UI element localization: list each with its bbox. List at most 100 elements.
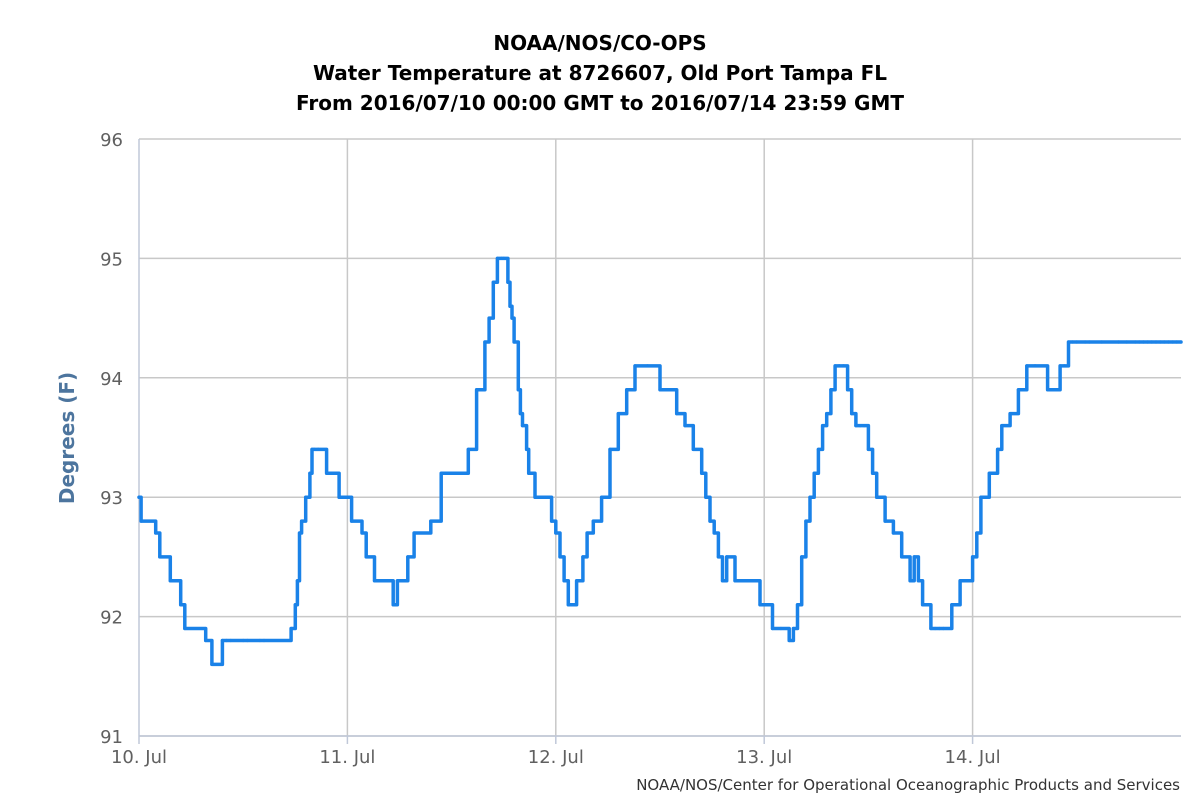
data-point: [220, 638, 224, 643]
x-axis-tick-labels: 10. Jul 11. Jul 12. Jul 13. Jul 14. Jul: [111, 747, 1001, 768]
x-tick-label-1: 11. Jul: [319, 747, 375, 768]
data-point: [1016, 388, 1021, 392]
data-point: [1054, 388, 1058, 392]
data-point: [508, 304, 512, 308]
data-point: [675, 412, 679, 416]
data-point: [725, 555, 729, 559]
x-tick-label-2: 12. Jul: [528, 747, 584, 768]
data-point: [1125, 340, 1129, 344]
data-point: [1083, 340, 1087, 344]
data-point: [258, 638, 262, 643]
y-tick-label-91: 91: [100, 727, 123, 748]
data-point: [846, 388, 850, 392]
data-point: [625, 388, 629, 392]
data-point: [883, 519, 887, 523]
data-point: [979, 495, 983, 499]
x-tick-label-4: 14. Jul: [945, 747, 1001, 768]
data-point: [937, 626, 941, 631]
data-point: [712, 531, 716, 535]
data-point: [608, 447, 612, 451]
data-point: [183, 626, 187, 631]
data-point: [800, 555, 804, 559]
title-line-1: NOAA/NOS/CO-OPS: [493, 31, 706, 55]
data-point: [1175, 340, 1179, 344]
y-tick-label-95: 95: [100, 249, 123, 270]
data-point: [770, 626, 775, 631]
data-point: [241, 638, 245, 643]
data-point: [304, 495, 308, 499]
series-points-0: [137, 256, 1183, 667]
data-point: [750, 579, 754, 583]
y-tick-label-96: 96: [100, 130, 123, 151]
data-point: [862, 424, 866, 428]
data-point: [1162, 340, 1166, 344]
data-point: [395, 579, 399, 583]
data-point: [262, 638, 266, 643]
data-point: [858, 424, 862, 428]
data-point: [1000, 424, 1004, 428]
data-point: [829, 388, 833, 392]
data-point: [510, 316, 514, 320]
data-point: [804, 519, 808, 523]
data-point: [1087, 340, 1091, 344]
y-tick-label-94: 94: [100, 369, 123, 390]
data-point: [483, 340, 487, 344]
data-point: [554, 531, 558, 535]
data-point: [716, 555, 721, 559]
data-point: [293, 603, 297, 607]
data-point: [495, 256, 499, 260]
data-point: [575, 579, 579, 583]
data-point: [616, 412, 620, 416]
data-point: [502, 256, 506, 260]
data-point: [566, 603, 570, 607]
data-point: [1066, 340, 1071, 344]
data-point: [558, 555, 562, 559]
data-point: [179, 603, 183, 607]
data-point: [364, 555, 368, 559]
data-point: [429, 519, 433, 523]
data-point: [975, 531, 979, 535]
data-point: [1025, 364, 1029, 368]
data-point: [1141, 340, 1146, 344]
data-point: [833, 364, 837, 368]
data-point: [837, 364, 841, 368]
data-point: [406, 555, 410, 559]
data-point: [600, 495, 604, 499]
chart-title: NOAA/NOS/CO-OPS Water Temperature at 872…: [296, 31, 904, 115]
data-point: [506, 280, 510, 284]
data-point: [585, 531, 589, 535]
data-point: [550, 519, 554, 523]
data-point: [1075, 340, 1079, 344]
data-point: [758, 603, 762, 607]
data-point: [908, 579, 912, 583]
y-tick-label-92: 92: [100, 608, 123, 629]
data-point: [316, 447, 320, 451]
title-line-3: From 2016/07/10 00:00 GMT to 2016/07/14 …: [296, 91, 904, 115]
data-point: [1071, 340, 1075, 344]
data-point: [562, 579, 566, 583]
data-point: [704, 495, 708, 499]
data-point: [516, 388, 520, 392]
data-point: [900, 555, 904, 559]
data-point: [345, 495, 349, 499]
data-point: [210, 662, 214, 667]
data-point: [850, 412, 854, 416]
data-point: [866, 447, 871, 451]
data-point: [854, 424, 858, 428]
data-point: [929, 626, 933, 631]
data-point: [1154, 340, 1158, 344]
data-point: [154, 531, 158, 535]
data-point: [925, 603, 929, 607]
data-point: [921, 603, 925, 607]
data-point: [1171, 340, 1175, 344]
data-point: [683, 424, 687, 428]
title-line-2: Water Temperature at 8726607, Old Port T…: [313, 61, 887, 85]
y-tick-label-93: 93: [100, 488, 123, 509]
data-point: [295, 579, 299, 583]
data-point: [795, 603, 800, 607]
data-point: [1100, 340, 1104, 344]
data-point: [700, 471, 704, 475]
data-point: [958, 579, 962, 583]
